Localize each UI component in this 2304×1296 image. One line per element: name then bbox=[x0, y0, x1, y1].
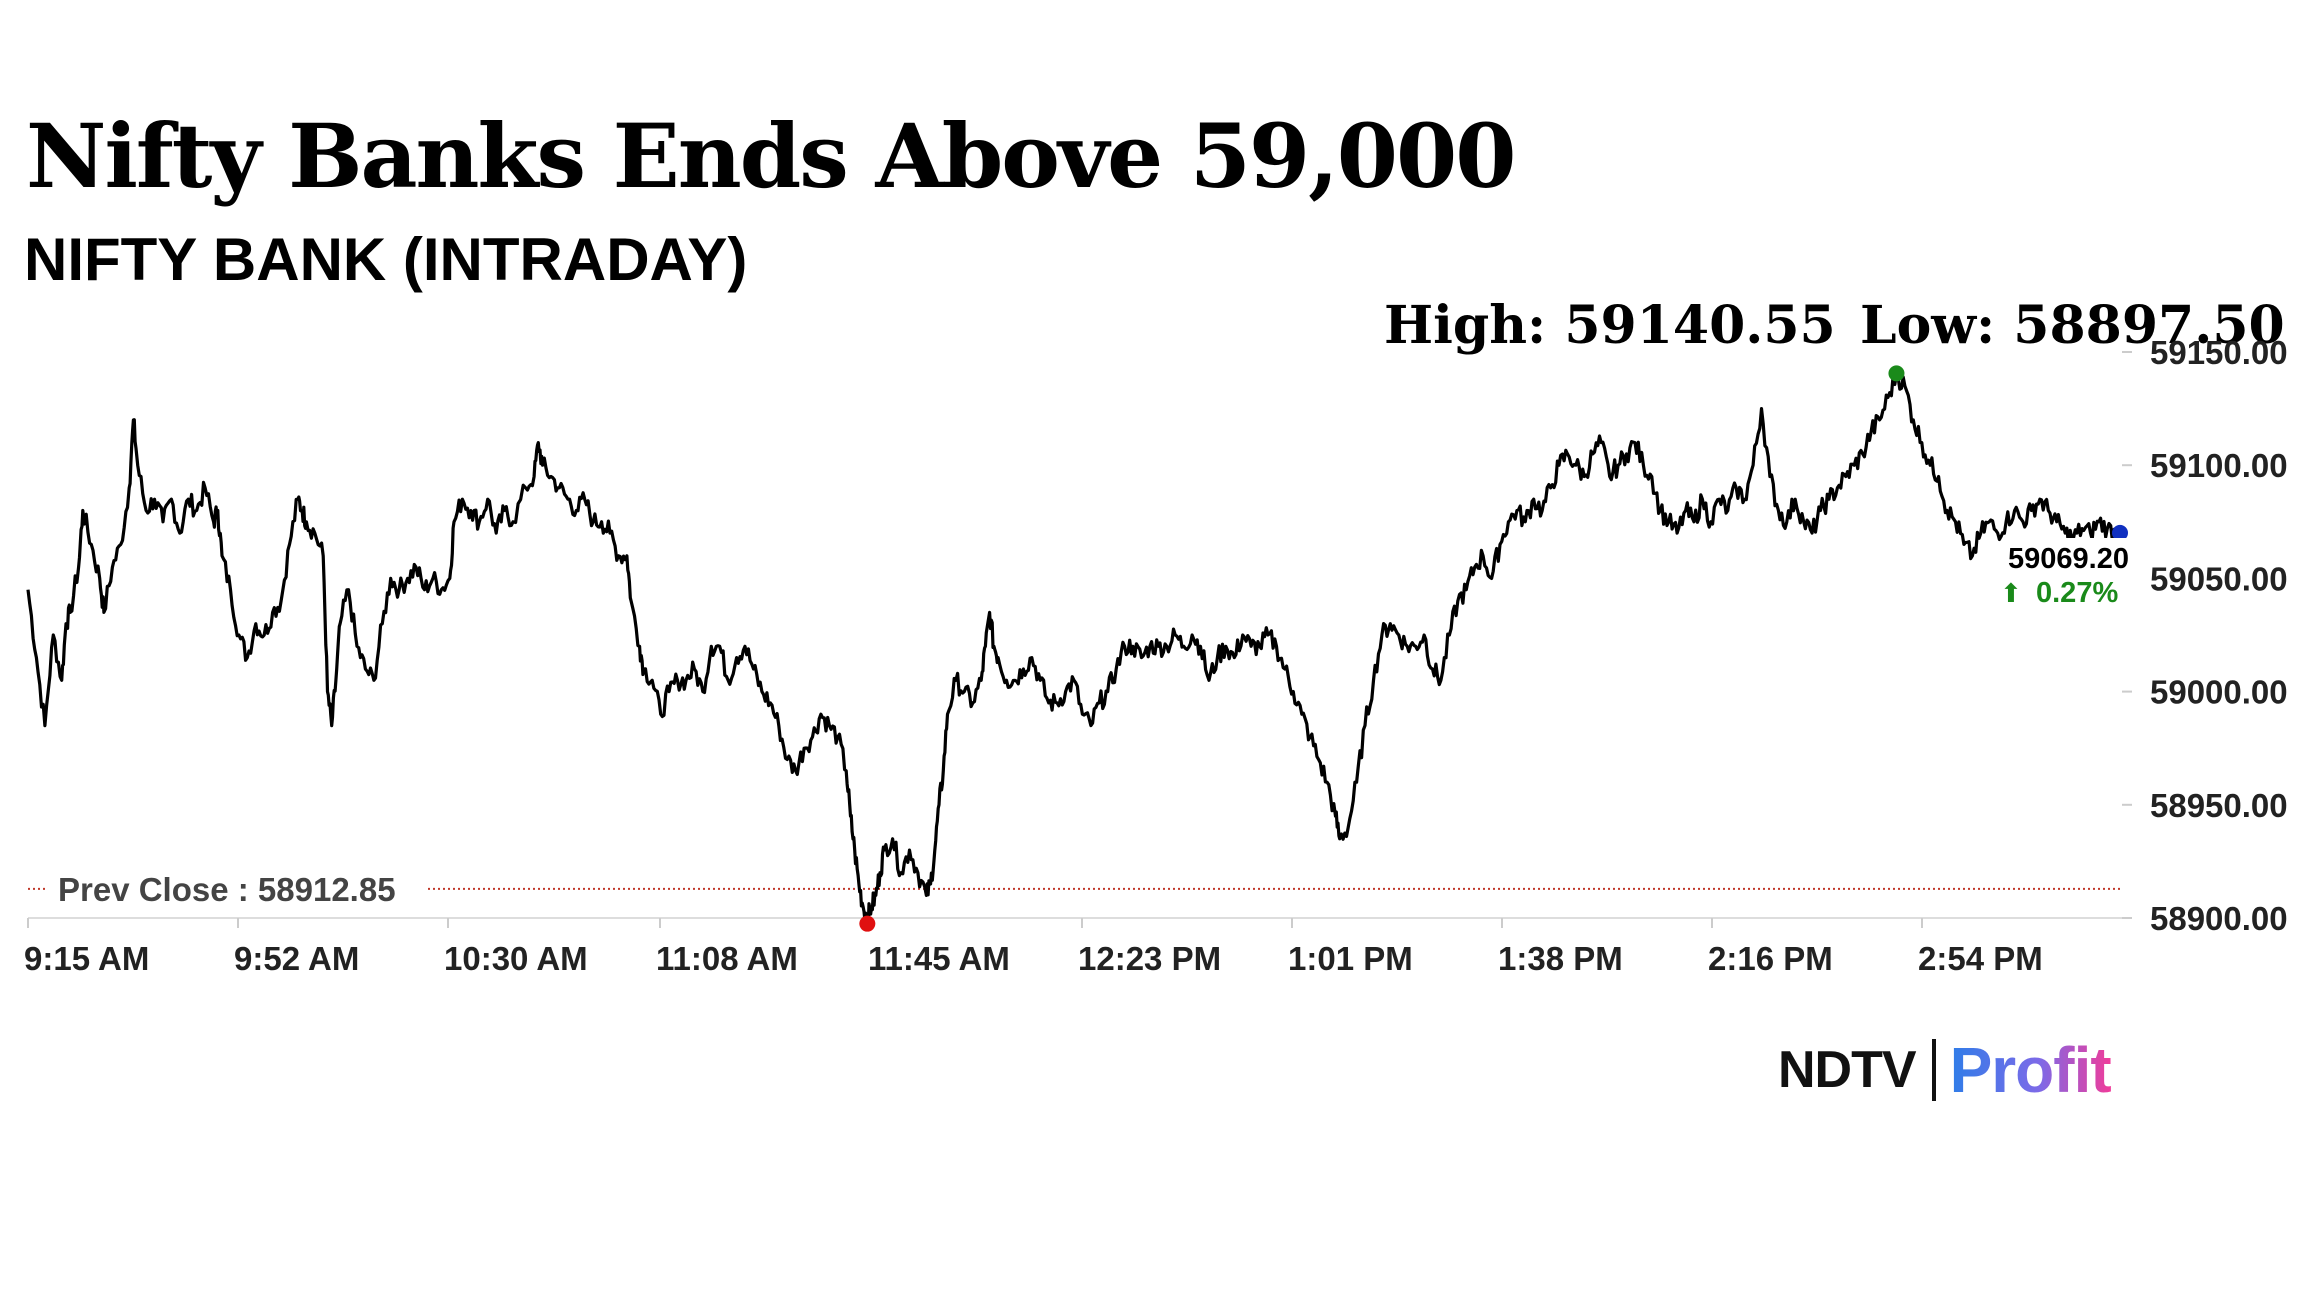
y-tick-label: 59000.00 bbox=[2150, 674, 2288, 711]
x-tick-label: 9:15 AM bbox=[24, 940, 149, 977]
last-label-bg bbox=[2004, 538, 2134, 612]
page-title: Nifty Banks Ends Above 59,000 bbox=[26, 104, 1516, 208]
low-stat: Low: 58897.50 bbox=[1860, 295, 2285, 356]
y-tick-label: 59150.00 bbox=[2150, 334, 2288, 371]
x-tick-label: 11:08 AM bbox=[656, 940, 798, 977]
x-tick-label: 9:52 AM bbox=[234, 940, 359, 977]
x-tick-label: 1:01 PM bbox=[1288, 940, 1413, 977]
change-percent-label: 0.27% bbox=[2036, 577, 2118, 609]
ndtv-profit-logo: NDTV Profit bbox=[1778, 1030, 2112, 1110]
price-series-line bbox=[26, 373, 2122, 928]
x-tick-label: 1:38 PM bbox=[1498, 940, 1623, 977]
chart-subtitle: NIFTY BANK (INTRADAY) bbox=[24, 226, 748, 293]
y-tick-label: 58950.00 bbox=[2150, 787, 2288, 824]
profit-wordmark: Profit bbox=[1949, 1034, 2112, 1106]
x-tick-label: 11:45 AM bbox=[868, 940, 1010, 977]
y-tick-label: 59050.00 bbox=[2150, 560, 2288, 597]
up-arrow-icon: ⬆ bbox=[2000, 579, 2022, 609]
x-tick-label: 2:54 PM bbox=[1918, 940, 2043, 977]
logo-divider bbox=[1931, 1039, 1936, 1101]
high-stat: High: 59140.55 bbox=[1384, 295, 1836, 356]
prev-close-label: Prev Close : 58912.85 bbox=[58, 871, 396, 908]
high-marker bbox=[1888, 365, 1905, 382]
prev-close-label-bg bbox=[48, 864, 428, 911]
last-value-label: 59069.20 bbox=[2008, 543, 2129, 575]
ndtv-wordmark: NDTV bbox=[1778, 1041, 1917, 1099]
y-tick-label: 58900.00 bbox=[2150, 900, 2288, 937]
x-tick-label: 12:23 PM bbox=[1078, 940, 1221, 977]
y-tick-label: 59100.00 bbox=[2150, 447, 2288, 484]
low-marker bbox=[859, 915, 876, 932]
last-marker bbox=[2112, 524, 2128, 541]
x-tick-label: 2:16 PM bbox=[1708, 940, 1833, 977]
x-tick-label: 10:30 AM bbox=[444, 940, 588, 977]
